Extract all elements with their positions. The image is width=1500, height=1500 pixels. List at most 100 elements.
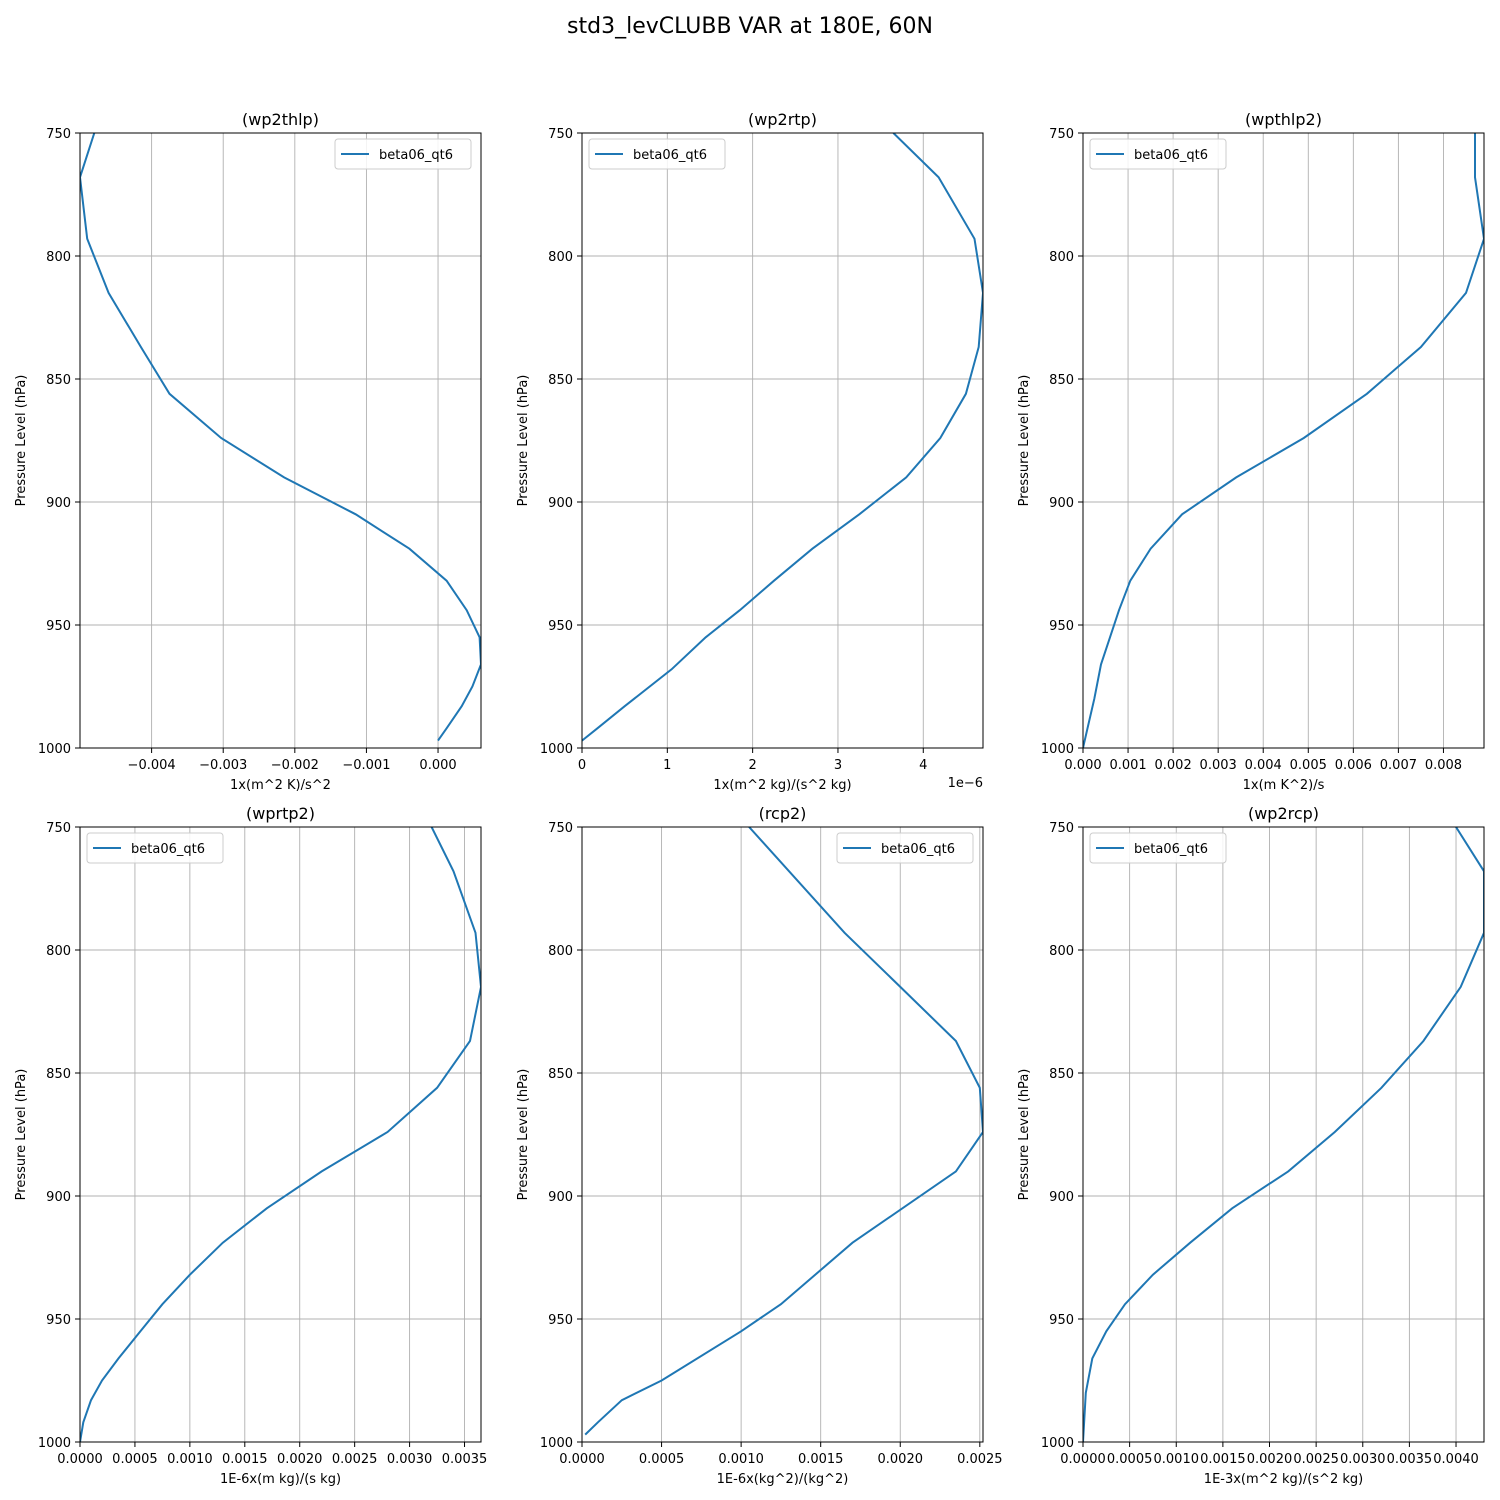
x-tick-label: 0.008 <box>1425 758 1462 773</box>
x-tick-label: 0.0030 <box>1340 1452 1386 1467</box>
axes-frame <box>79 132 482 749</box>
y-tick-label: 1000 <box>1041 742 1074 757</box>
x-tick-label: 0.007 <box>1380 758 1417 773</box>
axes-frame <box>581 826 984 1443</box>
x-tick-label: 0.004 <box>1245 758 1282 773</box>
legend-label: beta06_qt6 <box>379 148 453 163</box>
x-tick-label: 0.0010 <box>718 1452 764 1467</box>
y-tick-label: 800 <box>548 944 573 959</box>
x-tick-label: 0.0005 <box>112 1452 158 1467</box>
x-axis-label: 1E-6x(m kg)/(s kg) <box>220 1472 341 1487</box>
legend-label: beta06_qt6 <box>1134 148 1208 163</box>
y-tick-label: 950 <box>1049 1313 1074 1328</box>
y-tick-label: 950 <box>548 1313 573 1328</box>
y-tick-label: 900 <box>548 496 573 511</box>
x-tick-label: 0.000 <box>1064 758 1101 773</box>
x-tick-label: 2 <box>748 758 756 773</box>
subplot-3: 0.000 0.001 0.002 0.003 0.004 0.005 0.006 0.007… <box>1017 110 1485 793</box>
x-axis-label: 1x(m K^2)/s <box>1243 778 1325 793</box>
legend: beta06_qt6 <box>86 832 224 864</box>
y-tick-label: 950 <box>46 619 71 634</box>
x-tick-label: 0.0000 <box>559 1452 605 1467</box>
x-axis-label: 1E-3x(m^2 kg)/(s^2 kg) <box>1204 1472 1363 1487</box>
series-line-beta06_qt6 <box>584 827 983 1436</box>
x-tick-label: 0.0005 <box>639 1452 685 1467</box>
axes-frame <box>1082 132 1485 749</box>
subplot-title: (wp2rcp) <box>1248 804 1319 823</box>
x-tick-label: 0.0040 <box>1433 1452 1479 1467</box>
y-tick-label: 850 <box>1049 1067 1074 1082</box>
x-tick-label: 4 <box>919 758 927 773</box>
subplot-5: 0.0000 0.0005 0.0010 0.0015 0.0020 0.0025 750 8… <box>516 804 1003 1487</box>
axes-frame <box>1082 826 1485 1443</box>
x-axis-label: 1E-6x(kg^2)/(kg^2) <box>717 1472 849 1487</box>
subplot-2: 0 1 2 3 4 750 800 850 900 950 1000 (wp2rtp) 1x(m^2 k… <box>516 110 984 793</box>
y-axis-label: Pressure Level (hPa) <box>1017 375 1032 507</box>
x-tick-label: 0.006 <box>1335 758 1372 773</box>
x-tick-label: 0.0010 <box>167 1452 213 1467</box>
y-tick-label: 750 <box>46 127 71 142</box>
x-offset-text: 1e−6 <box>948 776 983 791</box>
subplot-title: (wpthlp2) <box>1245 110 1322 129</box>
x-tick-label: 0.0015 <box>222 1452 268 1467</box>
subplot-4: 0.0000 0.0005 0.0010 0.0015 0.0020 0.0025 0.00… <box>14 804 487 1487</box>
x-tick-label: −0.001 <box>342 758 390 773</box>
y-tick-label: 900 <box>46 496 71 511</box>
series-line-beta06_qt6 <box>1083 133 1484 748</box>
legend: beta06_qt6 <box>836 832 974 864</box>
y-tick-label: 750 <box>1049 821 1074 836</box>
legend-label: beta06_qt6 <box>881 842 955 857</box>
axes-frame <box>581 132 984 749</box>
y-tick-label: 750 <box>548 127 573 142</box>
y-tick-label: 800 <box>46 250 71 265</box>
x-tick-label: 1 <box>663 758 671 773</box>
y-tick-label: 850 <box>548 1067 573 1082</box>
x-axis-label: 1x(m^2 kg)/(s^2 kg) <box>713 778 851 793</box>
y-tick-label: 950 <box>1049 619 1074 634</box>
subplot-title: (wp2rtp) <box>748 110 817 129</box>
series-line-beta06_qt6 <box>80 133 481 742</box>
x-tick-label: 0.0005 <box>1107 1452 1153 1467</box>
x-tick-label: 0.001 <box>1109 758 1146 773</box>
y-tick-label: 1000 <box>540 1436 573 1451</box>
y-tick-label: 900 <box>46 1190 71 1205</box>
y-axis-label: Pressure Level (hPa) <box>14 375 29 507</box>
legend: beta06_qt6 <box>588 138 726 170</box>
x-tick-label: 0.000 <box>419 758 456 773</box>
x-tick-label: 0.0035 <box>442 1452 488 1467</box>
y-tick-label: 900 <box>548 1190 573 1205</box>
legend-box <box>86 832 224 864</box>
legend-label: beta06_qt6 <box>131 842 205 857</box>
x-tick-label: 0.0015 <box>1200 1452 1246 1467</box>
x-tick-label: 0.0035 <box>1387 1452 1433 1467</box>
y-tick-label: 800 <box>1049 250 1074 265</box>
axes-frame <box>79 826 482 1443</box>
y-tick-label: 750 <box>548 821 573 836</box>
y-axis-label: Pressure Level (hPa) <box>516 1069 531 1201</box>
x-tick-label: 0.0025 <box>957 1452 1003 1467</box>
legend-box <box>588 138 726 170</box>
x-tick-label: 0.0025 <box>1293 1452 1339 1467</box>
x-tick-label: 0.0010 <box>1154 1452 1200 1467</box>
figure-title: std3_levCLUBB VAR at 180E, 60N <box>567 14 933 39</box>
y-tick-label: 950 <box>548 619 573 634</box>
y-tick-label: 850 <box>46 373 71 388</box>
subplot-6: 0.0000 0.0005 0.0010 0.0015 0.0020 0.0025 0.00… <box>1017 804 1485 1487</box>
y-tick-label: 800 <box>46 944 71 959</box>
y-tick-label: 750 <box>1049 127 1074 142</box>
x-tick-label: 0.0030 <box>387 1452 433 1467</box>
y-tick-label: 850 <box>1049 373 1074 388</box>
legend-label: beta06_qt6 <box>1134 842 1208 857</box>
x-tick-label: 0 <box>578 758 586 773</box>
x-tick-label: 3 <box>834 758 842 773</box>
y-tick-label: 850 <box>46 1067 71 1082</box>
x-tick-label: 0.0000 <box>57 1452 103 1467</box>
x-tick-label: 0.0020 <box>277 1452 323 1467</box>
legend-box <box>1089 138 1227 170</box>
y-tick-label: 850 <box>548 373 573 388</box>
legend-label: beta06_qt6 <box>633 148 707 163</box>
y-axis-label: Pressure Level (hPa) <box>1017 1069 1032 1201</box>
y-tick-label: 1000 <box>38 1436 71 1451</box>
series-line-beta06_qt6 <box>80 827 481 1442</box>
